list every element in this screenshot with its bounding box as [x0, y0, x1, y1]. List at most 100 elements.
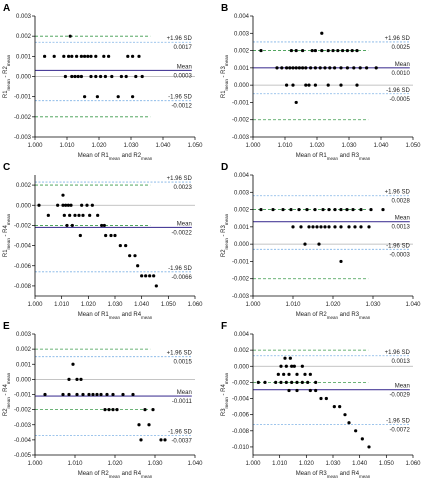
data-point: [323, 66, 327, 70]
x-tick-label: 1.000: [27, 143, 43, 149]
data-point: [75, 392, 79, 397]
y-tick-label: 0.000: [16, 377, 32, 383]
data-point: [79, 74, 83, 79]
data-point: [113, 233, 117, 238]
data-point: [360, 437, 364, 441]
y-tick-label: -0.003: [14, 423, 32, 429]
data-point: [96, 213, 100, 217]
data-point: [133, 254, 137, 258]
data-point: [279, 364, 283, 368]
data-point: [128, 254, 132, 258]
x-tick-label: 1.010: [272, 461, 288, 467]
data-point: [313, 207, 317, 212]
panel-f: F +1.96 SD 0.0013 Mean -0.0029 -1.96 SD -0.007…: [221, 321, 421, 479]
data-point: [43, 54, 47, 58]
y-tick-label: 0.000: [234, 242, 250, 248]
data-point: [274, 380, 278, 384]
data-point: [326, 83, 330, 87]
lower-sd-value: -0.0012: [171, 104, 192, 110]
data-point: [301, 66, 305, 70]
data-point: [327, 225, 331, 229]
y-tick-label: 0.000: [234, 364, 250, 370]
data-point: [301, 48, 305, 53]
upper-sd-label: +1.96 SD: [385, 190, 411, 196]
x-tick-label: 1.000: [27, 302, 43, 308]
panel-letter: E: [3, 321, 10, 332]
data-point: [365, 66, 369, 70]
data-point: [111, 392, 115, 397]
x-axis-label: Mean of R2mean and R3mean: [296, 312, 371, 320]
data-point: [306, 380, 310, 384]
data-point: [288, 356, 292, 360]
x-tick-label: 1.060: [187, 302, 203, 308]
y-tick-label: -0.002: [14, 115, 32, 121]
data-point: [134, 74, 138, 79]
data-point: [355, 48, 359, 53]
data-point: [136, 264, 140, 268]
data-point: [70, 223, 74, 228]
data-point: [75, 54, 79, 58]
y-tick-label: -0.003: [232, 135, 250, 141]
x-tick-label: 1.010: [277, 143, 293, 149]
mean-value: 0.0003: [173, 73, 192, 79]
x-tick-label: 1.000: [245, 302, 261, 308]
mean-label: Mean: [395, 62, 410, 68]
panel-letter: F: [221, 321, 227, 332]
data-point: [339, 66, 343, 70]
data-point: [284, 380, 288, 384]
y-tick-label: 0.004: [234, 14, 250, 20]
data-point: [305, 207, 309, 212]
panel-letter: C: [3, 162, 10, 173]
data-point: [83, 95, 87, 99]
data-point: [89, 74, 93, 79]
data-point: [320, 48, 324, 53]
data-point: [324, 396, 328, 401]
data-point: [280, 66, 284, 70]
y-tick-label: 0.002: [234, 49, 250, 55]
data-point: [124, 243, 128, 248]
data-point: [89, 54, 93, 58]
data-point: [347, 225, 351, 229]
x-tick-label: 1.030: [147, 461, 163, 467]
y-tick-label: 0.001: [234, 225, 250, 231]
y-tick-label: -0.003: [232, 294, 250, 300]
data-point: [285, 66, 289, 70]
x-tick-label: 1.040: [134, 302, 150, 308]
panel-b: B +1.96 SD 0.0025 Mean 0.0010 -1.96 SD -0.0005…: [221, 3, 421, 161]
panel-letter: A: [3, 3, 10, 14]
data-point: [333, 225, 337, 229]
data-point: [62, 54, 66, 58]
data-point: [374, 66, 378, 70]
data-point: [333, 207, 337, 212]
data-point: [347, 421, 351, 425]
data-point: [352, 66, 356, 70]
data-point: [78, 233, 82, 238]
data-point: [369, 207, 373, 212]
x-tick-label: 1.020: [91, 143, 107, 149]
x-axis-label: Mean of R2mean and R4mean: [78, 471, 153, 479]
data-point: [95, 392, 99, 397]
y-tick-label: 0.001: [16, 54, 32, 60]
data-point: [263, 380, 267, 384]
data-point: [353, 225, 357, 229]
data-point: [102, 54, 106, 58]
y-tick-label: 0.004: [234, 332, 250, 338]
y-axis-label: R1mean - R2mean: [3, 54, 11, 98]
data-point: [350, 48, 354, 53]
data-point: [307, 225, 311, 229]
data-point: [359, 225, 363, 229]
data-point: [291, 66, 295, 70]
data-point: [144, 274, 148, 278]
data-point: [320, 31, 324, 35]
y-axis-label: R1mean - R3mean: [221, 54, 229, 98]
panel-e: E +1.96 SD 0.0015 Mean -0.0011 -1.96 SD -0.003…: [3, 321, 203, 479]
data-point: [139, 438, 143, 442]
data-point: [300, 380, 304, 384]
y-tick-label: -0.005: [14, 453, 32, 459]
data-point: [351, 207, 355, 212]
data-point: [271, 207, 275, 212]
x-tick-label: 1.020: [81, 302, 97, 308]
y-tick-label: -0.002: [14, 223, 32, 229]
mean-value: -0.0029: [389, 393, 410, 399]
x-tick-label: 1.020: [107, 461, 123, 467]
